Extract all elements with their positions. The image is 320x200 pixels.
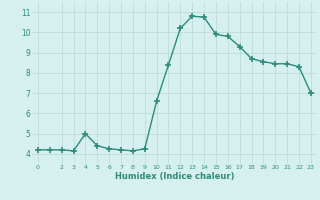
X-axis label: Humidex (Indice chaleur): Humidex (Indice chaleur) [115, 172, 234, 181]
